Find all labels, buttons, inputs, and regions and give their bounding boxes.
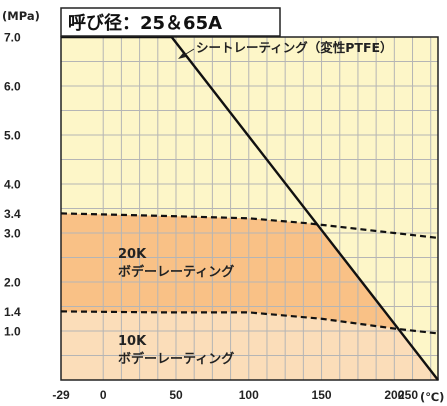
y-tick-label: 3.0 (4, 227, 21, 241)
y-tick-label: 1.0 (4, 325, 21, 339)
x-tick-label: 200 (384, 388, 404, 402)
zone-10k-label-line1: 10K (118, 334, 147, 349)
y-tick-label: 2.0 (4, 276, 21, 290)
title-box (60, 7, 281, 37)
zone-20k-label-line2: ボデーレーティング (118, 264, 234, 280)
y-tick-label: 1.4 (4, 305, 21, 319)
x-tick-label: 250 (398, 388, 418, 402)
y-tick-label: 6.0 (4, 80, 21, 94)
x-tick-label: -29 (52, 388, 70, 402)
y-tick-label: 7.0 (4, 31, 21, 45)
chart-title: 呼び径：25＆65A (68, 12, 222, 34)
x-tick-label: 100 (239, 388, 259, 402)
callout-arrow-icon (178, 53, 186, 59)
x-tick-label: 150 (312, 388, 332, 402)
y-tick-label: 5.0 (4, 129, 21, 143)
x-unit-label: (℃) (420, 390, 444, 404)
y-tick-label: 3.4 (4, 207, 21, 221)
zone-10k-area (61, 311, 438, 380)
x-tick-label: 50 (169, 388, 183, 402)
x-tick-label: 0 (100, 388, 107, 402)
y-tick-label: 4.0 (4, 178, 21, 192)
body-rating-10k-line (60, 310, 439, 335)
seat-rating-callout: シートレーティング（変性PTFE） (196, 40, 393, 55)
zone-20k-label-line1: 20K (118, 247, 147, 262)
body-rating-20k-line (60, 212, 439, 239)
y-unit-label: (MPa) (2, 9, 40, 23)
zone-10k-label-line2: ボデーレーティング (118, 351, 234, 367)
plot-frame (60, 36, 439, 381)
seat-rating-line (61, 35, 439, 381)
zone-20k-area (61, 213, 438, 380)
